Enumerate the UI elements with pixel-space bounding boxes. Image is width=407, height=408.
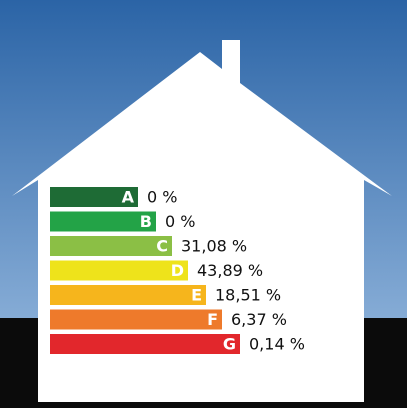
- rating-share: 0 %: [147, 188, 177, 207]
- rating-letter: D: [171, 261, 184, 280]
- rating-share: 43,89 %: [197, 261, 263, 280]
- rating-share: 18,51 %: [215, 286, 281, 305]
- rating-letter: C: [156, 237, 168, 256]
- rating-bar: [50, 211, 156, 232]
- rating-letter: F: [207, 310, 218, 329]
- rating-letter: B: [140, 212, 152, 231]
- rating-bars: A 0 % B 0 % C 31,08 % D 43,89 % E 18,51 % F 6,37 % G…: [50, 187, 305, 354]
- rating-share: 0,14 %: [249, 335, 305, 354]
- rating-bar: [50, 334, 240, 354]
- rating-letter: G: [223, 335, 236, 354]
- rating-bar: [50, 187, 138, 207]
- rating-bar: [50, 236, 172, 256]
- rating-bar: [50, 309, 222, 330]
- rating-letter: E: [191, 286, 202, 305]
- rating-share: 31,08 %: [181, 237, 247, 256]
- rating-bar: [50, 285, 206, 305]
- rating-bar: [50, 260, 188, 281]
- rating-share: 0 %: [165, 212, 195, 231]
- rating-letter: A: [122, 188, 135, 207]
- rating-share: 6,37 %: [231, 310, 287, 329]
